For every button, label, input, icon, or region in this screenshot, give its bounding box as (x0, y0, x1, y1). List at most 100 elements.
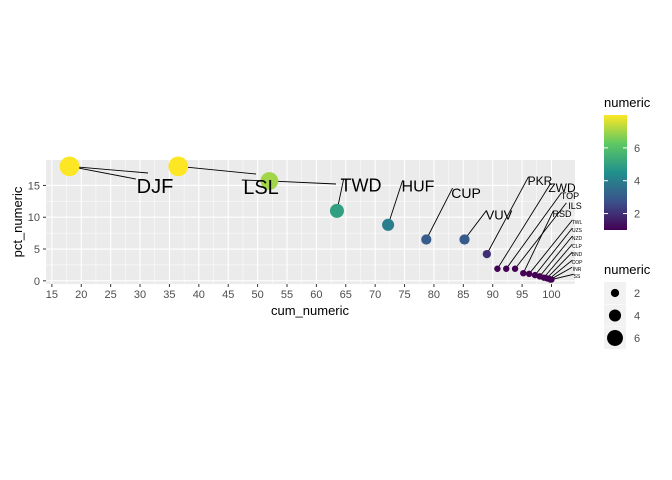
label-connector (550, 266, 573, 280)
x-axis: 15 20 25 30 35 40 45 50 55 60 65 70 75 80 85 90 95 100 (46, 284, 561, 301)
data-point (382, 218, 395, 231)
data-point (503, 265, 510, 272)
data-point (421, 234, 432, 245)
data-point (168, 156, 189, 177)
data-point (494, 265, 501, 272)
color-tick-label: 6 (634, 143, 640, 155)
color-legend-ticks: 2 4 6 (604, 143, 640, 221)
label-connector (69, 165, 136, 180)
label-connector (69, 165, 149, 174)
color-tick-label: 2 (634, 209, 640, 221)
data-point (548, 276, 555, 283)
x-tick-label: 80 (428, 289, 440, 301)
size-key-label: 4 (634, 311, 640, 323)
x-tick-label: 90 (487, 289, 499, 301)
point-label: UZS (572, 228, 583, 234)
label-connector (178, 165, 257, 175)
y-tick-label: 0 (34, 276, 40, 288)
label-connector (522, 210, 554, 274)
point-label: NZD (572, 236, 583, 242)
grid (46, 160, 575, 284)
data-point (329, 203, 344, 218)
x-tick-label: 60 (310, 289, 322, 301)
x-tick-label: 25 (105, 289, 117, 301)
point-label: SS (574, 274, 581, 280)
color-bar (604, 115, 627, 230)
point-label: CLP (572, 244, 582, 250)
label-connector (497, 183, 551, 269)
label-connectors (69, 165, 574, 280)
label-connector (546, 251, 573, 279)
x-tick-label: 75 (398, 289, 410, 301)
point-label: HUF (402, 179, 435, 196)
size-key-label: 2 (634, 288, 640, 300)
label-connector (543, 243, 573, 278)
label-connector (486, 176, 529, 255)
point-label: LSL (243, 177, 279, 199)
size-legend-items: 2 4 6 (604, 282, 640, 349)
data-point (525, 270, 533, 278)
label-connector (528, 219, 573, 275)
color-legend-title: numeric (604, 95, 651, 110)
data-point (511, 265, 519, 272)
point-label: TOP (561, 191, 579, 201)
label-connector (514, 202, 567, 270)
size-key-point (608, 309, 622, 322)
size-legend: numeric 2 4 6 (604, 262, 651, 349)
x-tick-label: 20 (75, 289, 87, 301)
label-connector (387, 180, 404, 226)
x-tick-label: 55 (281, 289, 293, 301)
label-connector (269, 180, 337, 185)
x-tick-label: 50 (251, 289, 263, 301)
label-connector (464, 210, 487, 240)
data-point (260, 172, 279, 190)
x-tick-label: 70 (369, 289, 381, 301)
y-tick-label: 10 (28, 212, 40, 224)
y-axis: 0 5 10 15 (28, 180, 46, 288)
point-label: PKR (528, 174, 553, 188)
point-label: ILS (568, 201, 582, 211)
point-label: BND (572, 252, 583, 258)
x-tick-label: 30 (134, 289, 146, 301)
label-connector (534, 227, 573, 276)
point-label: DJF (137, 176, 174, 198)
x-tick-label: 40 (193, 289, 205, 301)
data-point (482, 249, 491, 259)
label-connector (539, 235, 573, 277)
label-connector (551, 273, 574, 280)
x-tick-label: 45 (222, 289, 234, 301)
x-tick-label: 65 (340, 289, 352, 301)
size-key-point (610, 288, 620, 298)
y-tick-label: 5 (34, 244, 40, 256)
data-point (59, 156, 80, 177)
size-key-point (607, 330, 623, 346)
color-legend: numeric 2 4 6 (604, 95, 651, 230)
point-label: ZWD (548, 181, 576, 195)
point-label: TWL (572, 220, 583, 226)
x-tick-label: 15 (46, 289, 58, 301)
x-tick-label: 95 (516, 289, 528, 301)
color-tick-label: 4 (634, 176, 640, 188)
label-connector (548, 259, 573, 280)
x-tick-label: 85 (457, 289, 469, 301)
point-label: RSD (552, 209, 572, 219)
y-axis-title: pct_numeric (10, 186, 25, 257)
data-point (459, 234, 470, 245)
size-key-label: 6 (634, 333, 640, 345)
point-label: INR (573, 267, 582, 273)
point-label: COP (572, 260, 584, 266)
label-connector (505, 192, 562, 270)
point-label: VUV (486, 208, 513, 223)
data-point (520, 269, 527, 277)
x-tick-label: 35 (163, 289, 175, 301)
data-points (59, 156, 555, 283)
x-tick-label: 100 (542, 289, 560, 301)
point-label: TWD (341, 175, 382, 195)
x-axis-title: cum_numeric (271, 303, 350, 318)
label-connector (425, 187, 453, 240)
panel-background (46, 160, 575, 284)
point-label: CUP (451, 185, 481, 201)
size-legend-title: numeric (604, 262, 651, 277)
